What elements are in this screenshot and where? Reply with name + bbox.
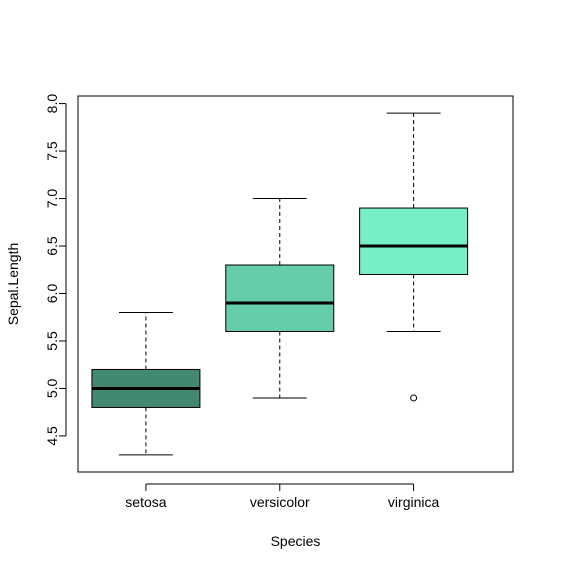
plot-area-frame: [77, 95, 514, 473]
x-axis: setosa versicolor virginica: [125, 483, 440, 510]
y-tick-label: 7.5: [44, 141, 60, 161]
x-tick-label: virginica: [388, 494, 440, 510]
y-tick-label: 8.0: [44, 94, 60, 114]
y-axis-title: Sepal.Length: [5, 243, 21, 326]
y-axis: 4.5 5.0 5.5 6.0 6.5 7.0 7.5 8.0: [44, 94, 67, 446]
box-group-setosa: [91, 311, 201, 456]
box-group-versicolor: [225, 198, 335, 399]
y-tick-label: 4.5: [44, 426, 60, 446]
y-tick-label: 6.5: [44, 236, 60, 256]
x-axis-title: Species: [271, 533, 321, 549]
iqr-box: [359, 207, 469, 276]
x-tick-label: setosa: [125, 494, 166, 510]
y-tick-label: 6.0: [44, 284, 60, 304]
box-group-virginica: [359, 112, 469, 402]
box-series: [91, 112, 469, 456]
y-tick-label: 7.0: [44, 189, 60, 209]
iqr-box: [225, 264, 335, 332]
y-tick-label: 5.5: [44, 331, 60, 351]
x-tick-label: versicolor: [250, 494, 310, 510]
outlier-point: [410, 394, 418, 402]
y-tick-label: 5.0: [44, 379, 60, 399]
